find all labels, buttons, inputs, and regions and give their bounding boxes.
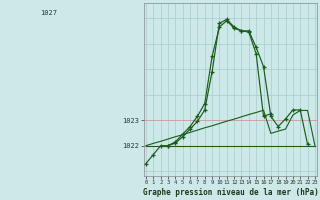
- Text: 1027: 1027: [40, 10, 57, 16]
- X-axis label: Graphe pression niveau de la mer (hPa): Graphe pression niveau de la mer (hPa): [143, 188, 318, 197]
